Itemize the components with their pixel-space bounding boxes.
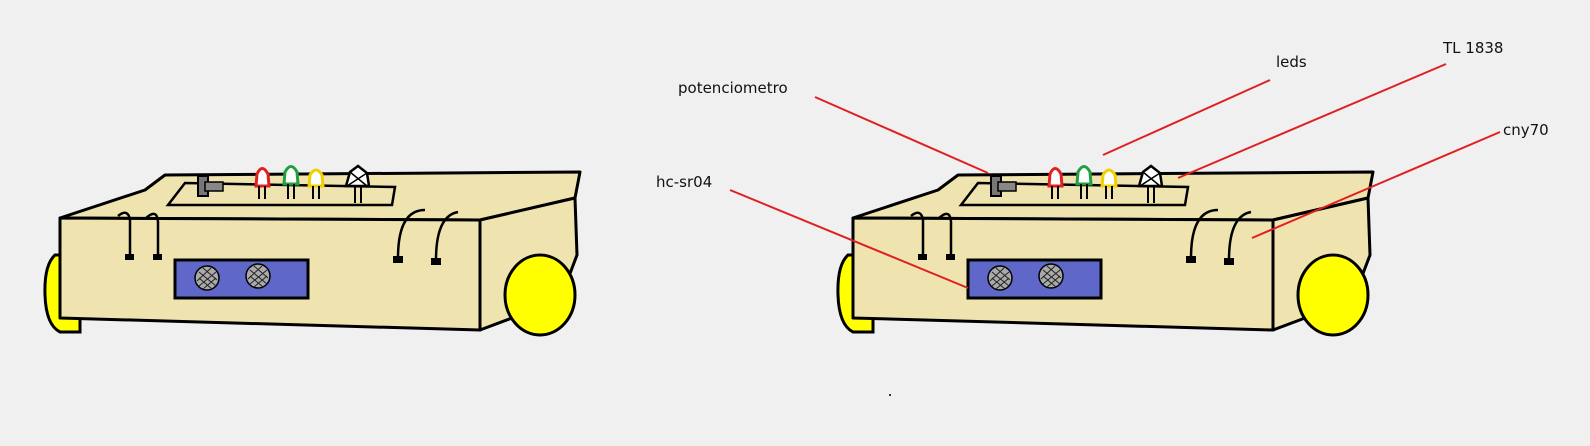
callout-line-tl1838 (1177, 63, 1447, 179)
callout-line-leds (1102, 79, 1271, 156)
callout-line-hcsr04 (729, 189, 969, 289)
callout-line-cny70 (1251, 131, 1501, 239)
robot-sketch-plain (43, 164, 582, 337)
callout-line-potenciometro (814, 96, 989, 174)
label-hcsr04: hc-sr04 (656, 173, 713, 191)
label-potenciometro: potenciometro (678, 79, 788, 97)
label-cny70: cny70 (1503, 121, 1549, 139)
robot-sketch-annotated (836, 164, 1375, 337)
label-leds: leds (1276, 53, 1307, 71)
stray-dot (889, 394, 891, 396)
label-tl1838: TL 1838 (1443, 39, 1504, 57)
